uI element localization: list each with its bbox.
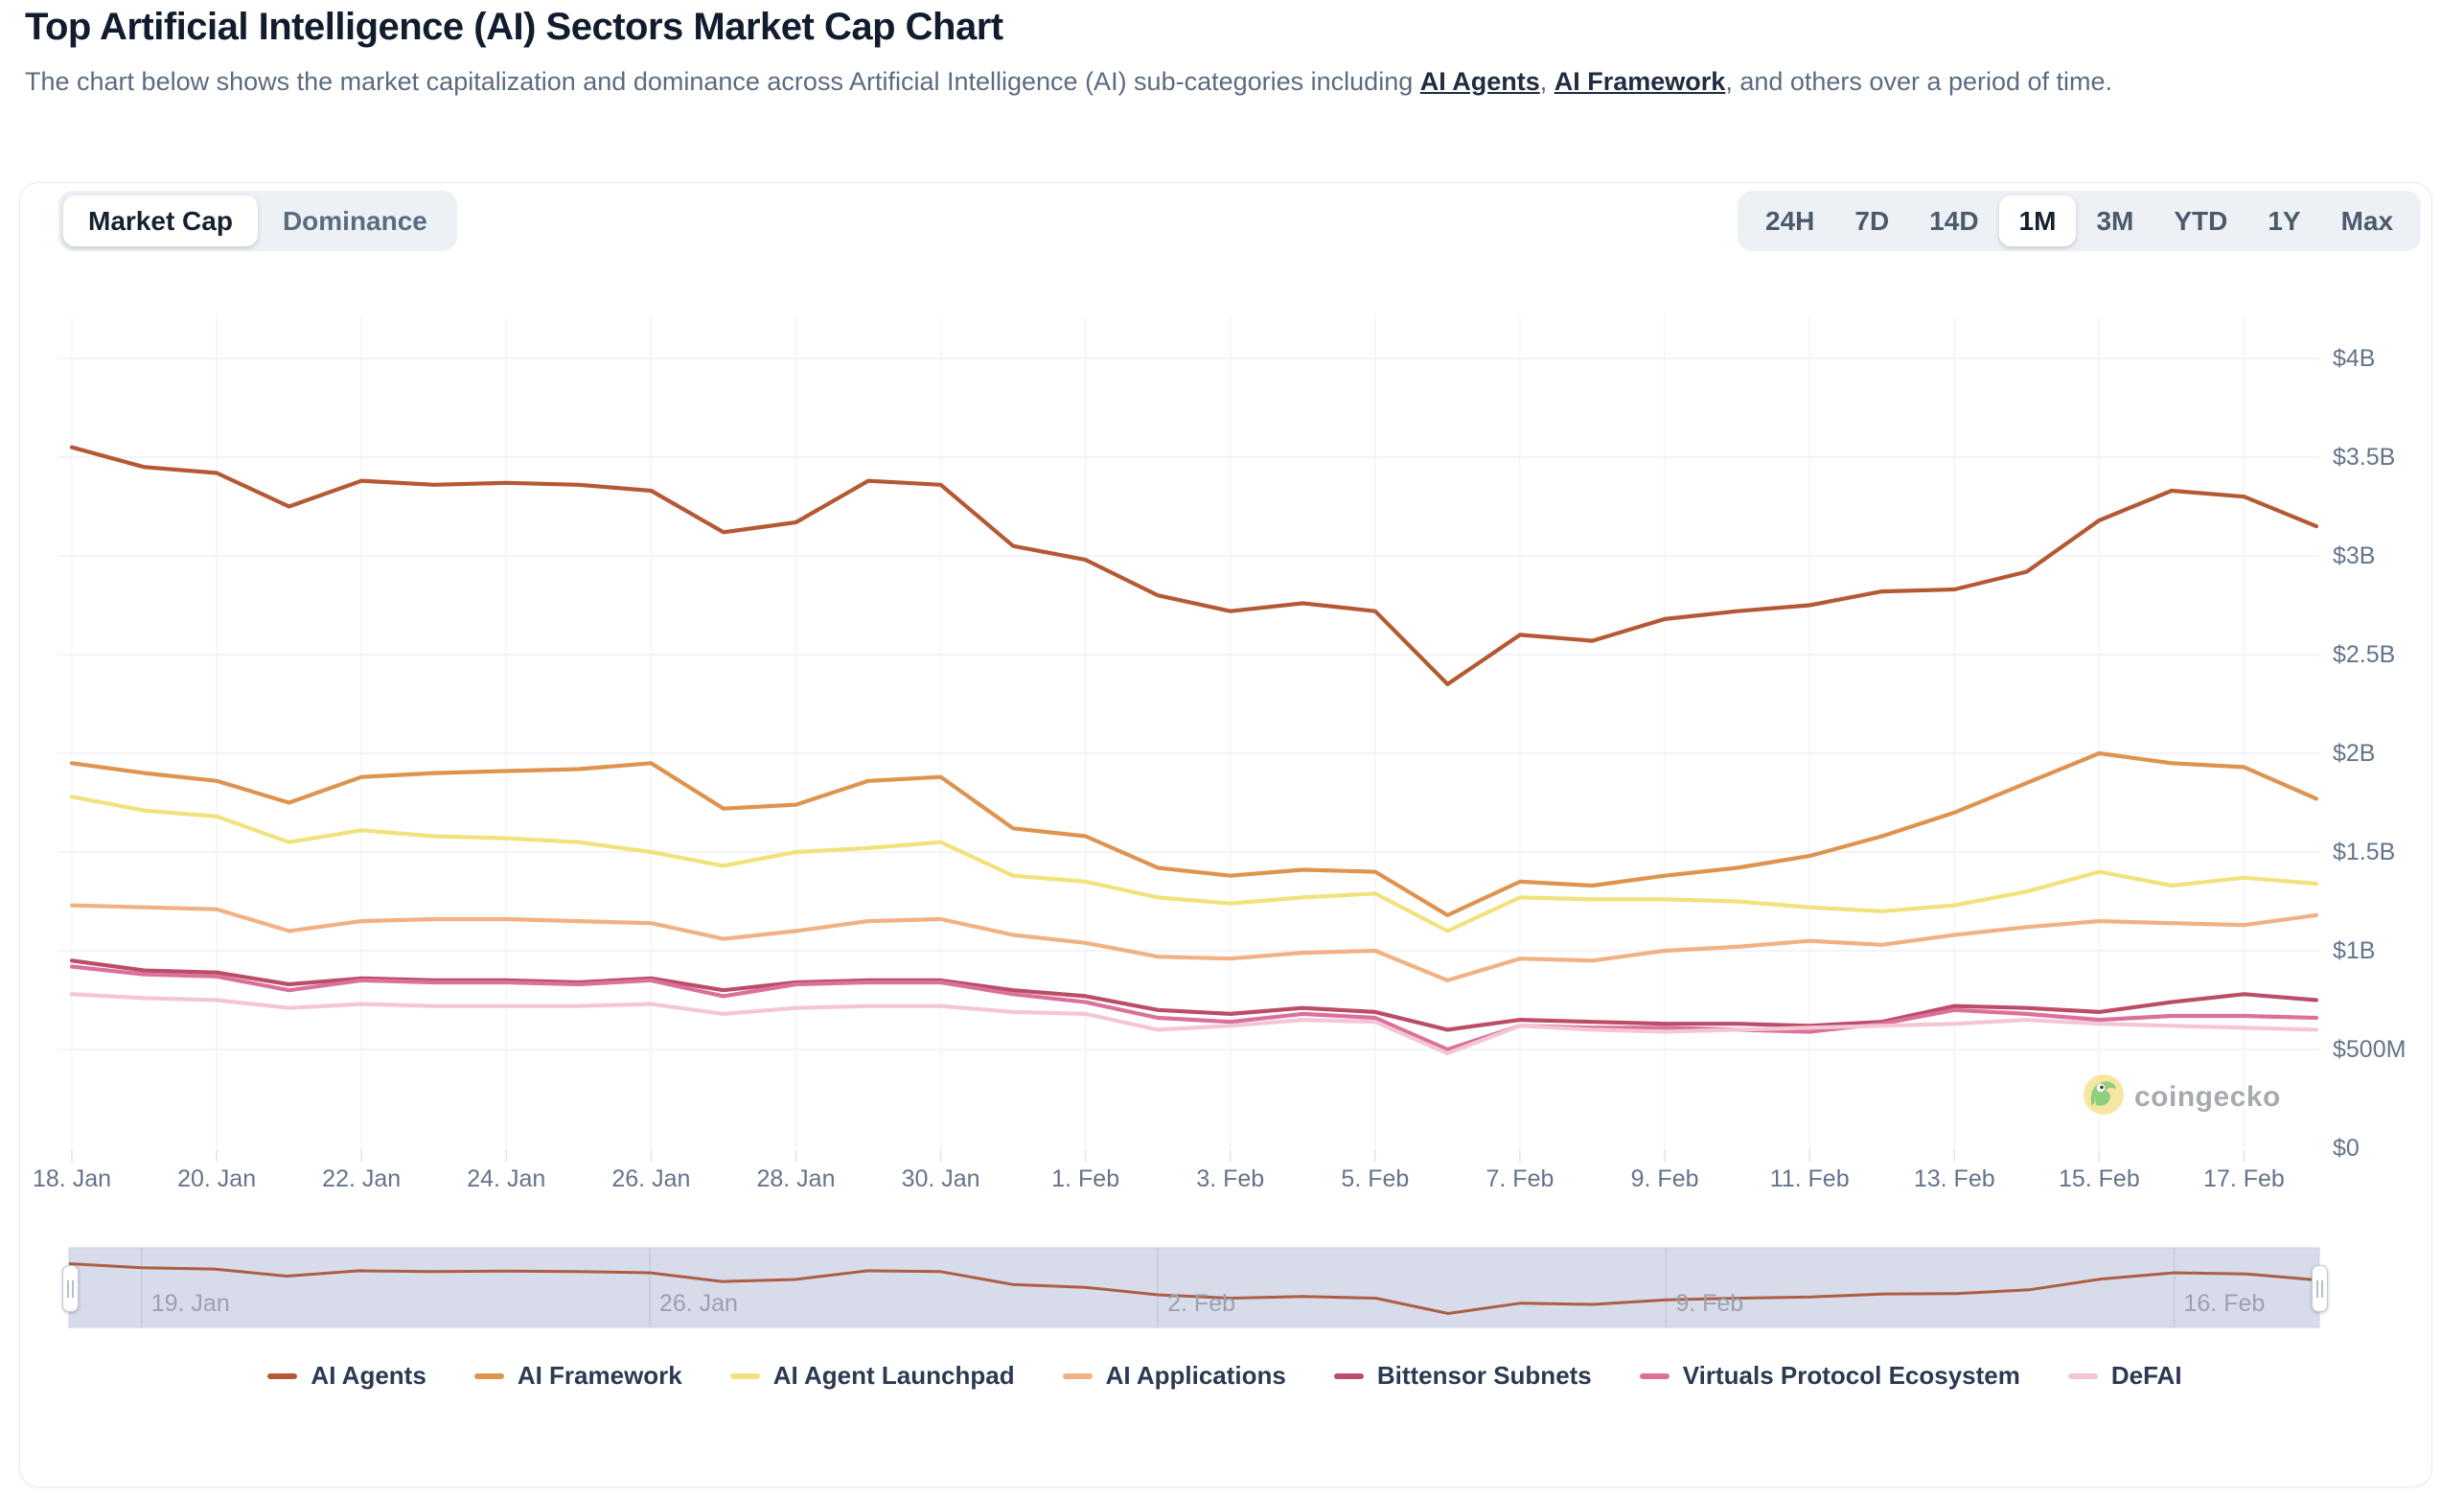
legend-label: DeFAI [2110, 1361, 2182, 1390]
brush-axis-label: 16. Feb [2183, 1290, 2266, 1317]
y-axis-label: $4B [2333, 345, 2376, 372]
brush-handle-right[interactable] [2312, 1265, 2328, 1312]
brush-axis-label: 26. Jan [658, 1290, 738, 1317]
page-title: Top Artificial Intelligence (AI) Sectors… [25, 6, 1003, 48]
legend-swatch [1062, 1372, 1093, 1379]
tab-market-cap[interactable]: Market Cap [63, 196, 258, 246]
legend-swatch [267, 1372, 298, 1379]
legend-swatch [2067, 1372, 2098, 1379]
range-max[interactable]: Max [2340, 205, 2394, 236]
subtitle-text: The chart below shows the market capital… [25, 67, 1420, 96]
legend-item-ai-agents[interactable]: AI Agents [267, 1361, 426, 1391]
x-axis-label: 13. Feb [1913, 1165, 1995, 1192]
legend-label: Virtuals Protocol Ecosystem [1682, 1361, 2020, 1390]
range-ytd[interactable]: YTD [2174, 205, 2228, 236]
legend-label: AI Framework [517, 1361, 682, 1390]
coingecko-watermark: coingecko [2083, 1073, 2281, 1120]
tab-dominance[interactable]: Dominance [282, 205, 427, 236]
x-axis-label: 26. Jan [611, 1165, 691, 1192]
legend-item-ai-applications[interactable]: AI Applications [1062, 1361, 1286, 1391]
brush-axis-label: 9. Feb [1675, 1290, 1744, 1317]
coingecko-logo-icon [2083, 1073, 2125, 1120]
legend-item-ai-framework[interactable]: AI Framework [473, 1361, 682, 1391]
x-axis-label: 17. Feb [2203, 1165, 2285, 1192]
x-axis-label: 18. Jan [32, 1165, 112, 1192]
legend-swatch [1333, 1372, 1364, 1379]
x-axis-label: 24. Jan [467, 1165, 546, 1192]
y-axis-label: $2.5B [2333, 641, 2396, 668]
ai-agents-link[interactable]: AI Agents [1419, 67, 1540, 96]
legend-item-defai[interactable]: DeFAI [2067, 1361, 2182, 1391]
x-axis-label: 11. Feb [1769, 1165, 1850, 1192]
legend-item-virtuals-protocol-ecosystem[interactable]: Virtuals Protocol Ecosystem [1639, 1361, 2020, 1391]
x-axis-label: 7. Feb [1485, 1165, 1554, 1192]
y-axis-label: $500M [2333, 1036, 2406, 1063]
range-1m[interactable]: 1M [1998, 196, 2077, 246]
range-1y[interactable]: 1Y [2268, 205, 2301, 236]
page-subtitle: The chart below shows the market capital… [25, 67, 2112, 97]
range-7d[interactable]: 7D [1854, 205, 1890, 236]
legend-swatch [473, 1372, 504, 1379]
y-axis-label: $1B [2333, 937, 2376, 964]
range-selector: 24H 7D 14D 1M 3M YTD 1Y Max [1738, 191, 2422, 251]
x-axis-label: 3. Feb [1196, 1165, 1265, 1192]
legend-swatch [1639, 1372, 1670, 1379]
range-24h[interactable]: 24H [1765, 205, 1815, 236]
x-axis-label: 5. Feb [1341, 1165, 1410, 1192]
y-axis-label: $3.5B [2333, 444, 2396, 471]
x-axis-label: 1. Feb [1051, 1165, 1120, 1192]
x-axis-label: 28. Jan [756, 1165, 836, 1192]
legend-label: AI Applications [1105, 1361, 1286, 1390]
x-axis-label: 22. Jan [322, 1165, 402, 1192]
brush-axis-label: 19. Jan [150, 1290, 230, 1317]
y-axis-label: $1.5B [2333, 839, 2396, 865]
legend-label: AI Agent Launchpad [772, 1361, 1015, 1390]
x-axis-label: 15. Feb [2058, 1165, 2140, 1192]
range-14d[interactable]: 14D [1929, 205, 1979, 236]
x-axis-label: 9. Feb [1630, 1165, 1699, 1192]
brush-axis-label: 2. Feb [1167, 1290, 1235, 1317]
subtitle-text-end: , and others over a period of time. [1725, 67, 2113, 96]
metric-toggle: Market Cap Dominance [58, 191, 457, 251]
y-axis-label: $0 [2333, 1135, 2360, 1162]
legend-swatch [729, 1372, 760, 1379]
chart-plot-area[interactable] [72, 316, 2316, 1148]
x-axis-label: 20. Jan [177, 1165, 257, 1192]
legend-label: Bittensor Subnets [1376, 1361, 1592, 1390]
chart-legend: AI Agents AI Framework AI Agent Launchpad A… [19, 1361, 2430, 1391]
x-axis-label: 30. Jan [901, 1165, 980, 1192]
brush-handle-left[interactable] [62, 1265, 79, 1312]
y-axis-label: $3B [2333, 542, 2376, 569]
subtitle-separator: , [1539, 67, 1554, 96]
ai-framework-link[interactable]: AI Framework [1554, 67, 1726, 96]
legend-item-ai-agent-launchpad[interactable]: AI Agent Launchpad [729, 1361, 1015, 1391]
legend-label: AI Agents [311, 1361, 426, 1390]
range-3m[interactable]: 3M [2096, 205, 2134, 236]
coingecko-wordmark: coingecko [2134, 1080, 2281, 1113]
legend-item-bittensor-subnets[interactable]: Bittensor Subnets [1333, 1361, 1592, 1391]
y-axis-label: $2B [2333, 740, 2376, 767]
